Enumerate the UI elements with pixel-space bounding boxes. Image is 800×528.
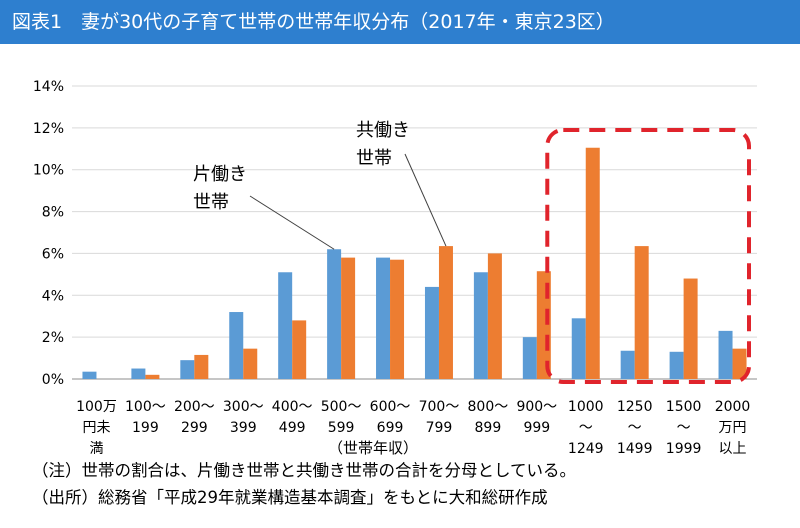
footnote: （注）世帯の割合は、片働き世帯と共働き世帯の合計を分母としている。	[32, 461, 577, 480]
x-tick-label: 200〜 299	[174, 399, 215, 436]
y-tick-label: 14%	[33, 79, 64, 95]
series-callout: 共働き世帯	[356, 120, 410, 169]
bar	[669, 351, 684, 379]
bar	[487, 253, 502, 379]
x-tick-label: 900〜 999	[516, 399, 557, 436]
bar	[327, 249, 342, 379]
x-tick-label: 700〜 799	[419, 399, 460, 436]
chart-title: 図表1 妻が30代の子育て世帯の世帯年収分布（2017年・東京23区）	[12, 11, 615, 33]
x-tick-label: 1000 〜 1249	[568, 399, 604, 457]
bar	[390, 259, 405, 379]
source-note: （出所）総務省「平成29年就業構造基本調査」をもとに大和総研作成	[32, 488, 548, 507]
series-callout: 片働き世帯	[193, 164, 247, 213]
y-tick-label: 8%	[42, 205, 64, 221]
bar	[438, 246, 453, 379]
bar	[194, 354, 209, 379]
bar	[145, 374, 160, 379]
x-tick-label: 400〜 499	[272, 399, 313, 436]
y-tick-label: 12%	[33, 121, 64, 137]
y-tick-label: 4%	[42, 288, 64, 304]
highlight-box	[545, 128, 751, 384]
bar	[620, 350, 635, 379]
bar	[243, 348, 258, 379]
leader-line	[249, 195, 335, 250]
x-tick-label: 2000 万円以上	[715, 399, 751, 457]
bar	[585, 147, 600, 379]
x-tick-label: 300〜 399	[223, 399, 264, 436]
x-tick-label: 500〜 599	[321, 399, 362, 436]
bar	[634, 246, 649, 379]
bar	[292, 320, 307, 379]
bar	[571, 318, 586, 379]
x-axis-title: （世帯年収）	[328, 439, 418, 457]
bar	[424, 286, 439, 379]
bar	[683, 278, 698, 379]
bar	[131, 368, 146, 379]
x-tick-label: 100〜 199	[125, 399, 166, 436]
y-tick-label: 2%	[42, 330, 64, 346]
y-axis-ticks: 0% 2% 4% 6% 8% 10% 12% 14%	[33, 79, 64, 388]
bar	[229, 312, 244, 379]
x-tick-label: 100万円未満	[76, 399, 117, 457]
callouts: 片働き世帯 共働き世帯	[193, 120, 751, 384]
bar	[522, 337, 537, 379]
bar	[473, 272, 488, 379]
bar	[376, 257, 391, 379]
bar	[82, 371, 97, 379]
bar	[278, 272, 293, 379]
bar	[718, 330, 733, 379]
y-tick-label: 0%	[42, 372, 64, 388]
title-bar: 図表1 妻が30代の子育て世帯の世帯年収分布（2017年・東京23区）	[0, 0, 800, 44]
y-tick-label: 10%	[33, 163, 64, 179]
x-tick-label: 1500 〜 1999	[666, 399, 702, 457]
x-tick-label: 1250 〜 1499	[617, 399, 653, 457]
bars	[82, 147, 747, 379]
gridlines	[72, 85, 757, 380]
leader-line	[404, 153, 447, 247]
bar	[732, 348, 747, 379]
x-tick-label: 800〜 899	[468, 399, 509, 436]
x-tick-label: 600〜 699	[370, 399, 411, 436]
y-tick-label: 6%	[42, 246, 64, 262]
bar	[341, 257, 356, 379]
bar	[180, 360, 195, 379]
